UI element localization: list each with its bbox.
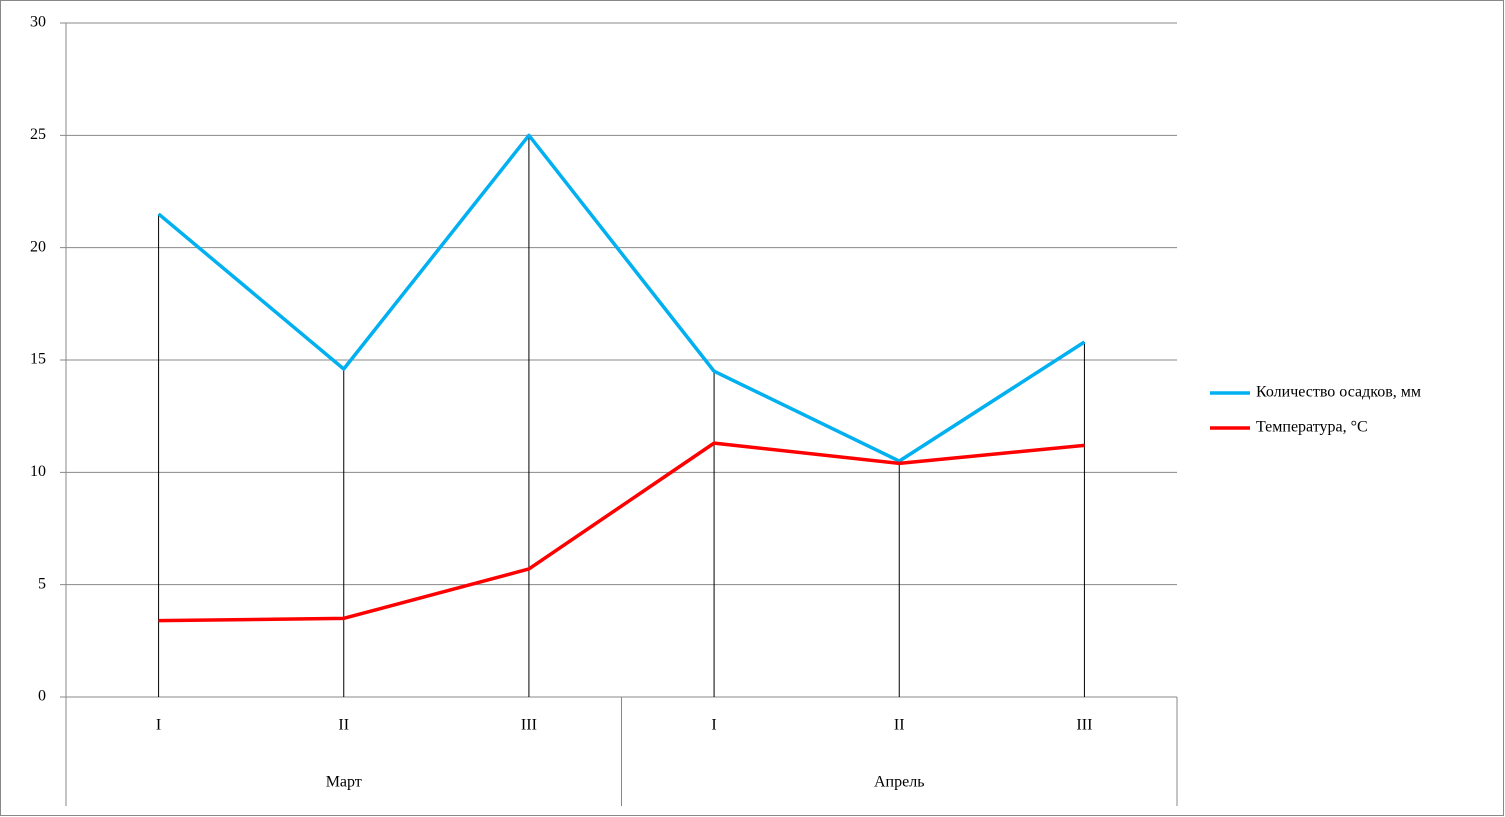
y-tick-label: 25 <box>30 126 46 143</box>
y-tick-label: 10 <box>30 463 46 480</box>
series-line <box>158 441 1085 623</box>
x-tick-label: I <box>711 717 716 734</box>
x-tick-label: II <box>894 717 905 734</box>
y-tick-label: 0 <box>38 688 46 705</box>
group-label: Апрель <box>874 774 925 791</box>
series-line <box>157 133 1086 463</box>
legend-label: Количество осадков, мм <box>1256 384 1421 401</box>
x-tick-label: III <box>521 717 537 734</box>
y-tick-label: 5 <box>38 575 46 592</box>
x-tick-label: II <box>338 717 349 734</box>
y-tick-label: 15 <box>30 351 46 368</box>
legend-label: Температура, °C <box>1256 419 1368 436</box>
y-tick-label: 30 <box>30 14 46 31</box>
x-tick-label: III <box>1076 717 1092 734</box>
y-tick-label: 20 <box>30 238 46 255</box>
x-tick-label: I <box>156 717 161 734</box>
group-label: Март <box>326 774 362 791</box>
